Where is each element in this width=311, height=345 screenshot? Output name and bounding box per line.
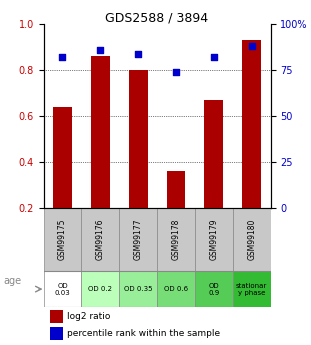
Text: stationar
y phase: stationar y phase xyxy=(236,283,267,296)
Bar xyxy=(157,271,195,307)
Point xyxy=(136,51,141,56)
Text: GSM99177: GSM99177 xyxy=(134,218,143,260)
Bar xyxy=(233,271,271,307)
Point xyxy=(98,47,103,53)
Bar xyxy=(50,327,63,340)
Text: OD 0.35: OD 0.35 xyxy=(124,286,152,292)
Bar xyxy=(91,56,110,208)
Bar xyxy=(119,271,157,307)
Bar xyxy=(166,171,185,208)
Text: GSM99180: GSM99180 xyxy=(247,219,256,260)
Bar xyxy=(233,208,271,271)
Text: GSM99179: GSM99179 xyxy=(209,218,218,260)
Bar xyxy=(81,271,119,307)
Point xyxy=(174,69,179,75)
Text: GSM99175: GSM99175 xyxy=(58,218,67,260)
Bar xyxy=(195,208,233,271)
Point xyxy=(60,55,65,60)
Bar xyxy=(242,40,261,208)
Bar xyxy=(81,208,119,271)
Bar xyxy=(53,107,72,208)
Title: GDS2588 / 3894: GDS2588 / 3894 xyxy=(105,11,209,24)
Bar xyxy=(119,208,157,271)
Text: percentile rank within the sample: percentile rank within the sample xyxy=(67,329,220,338)
Bar xyxy=(195,271,233,307)
Bar xyxy=(204,100,223,208)
Point xyxy=(211,55,216,60)
Text: OD 0.6: OD 0.6 xyxy=(164,286,188,292)
Text: OD
0.9: OD 0.9 xyxy=(208,283,220,296)
Bar xyxy=(157,208,195,271)
Text: OD
0.03: OD 0.03 xyxy=(55,283,70,296)
Bar xyxy=(44,208,81,271)
Bar xyxy=(50,310,63,323)
Text: GSM99176: GSM99176 xyxy=(96,218,105,260)
Text: OD 0.2: OD 0.2 xyxy=(88,286,112,292)
Text: age: age xyxy=(3,276,21,286)
Point xyxy=(249,43,254,49)
Text: log2 ratio: log2 ratio xyxy=(67,312,111,321)
Bar xyxy=(44,271,81,307)
Text: GSM99178: GSM99178 xyxy=(171,219,180,260)
Bar xyxy=(129,70,148,208)
